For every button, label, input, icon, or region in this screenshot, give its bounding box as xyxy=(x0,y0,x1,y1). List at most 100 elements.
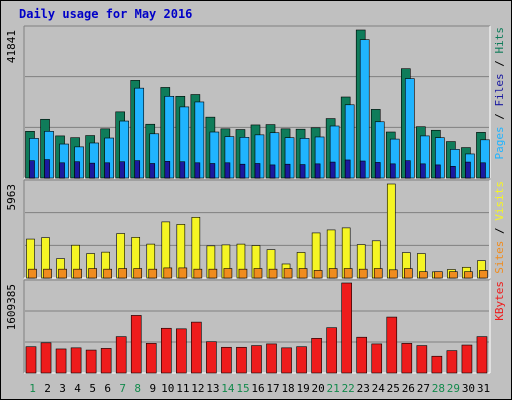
kbytes-bar-day-4 xyxy=(70,347,82,374)
pages-bar-day-4 xyxy=(74,161,80,179)
panel-1-max-label: 41841 xyxy=(5,30,18,63)
kbytes-bar-day-23 xyxy=(356,336,368,374)
panel-1-legend-files: Files xyxy=(493,73,506,106)
panel-3-max-label: 1609385 xyxy=(5,284,18,330)
kbytes-bar-day-18 xyxy=(281,347,292,374)
panel-1-legend-hits: Hits xyxy=(493,27,506,54)
kbytes-bar-day-24 xyxy=(371,343,383,374)
pages-bar-day-6 xyxy=(104,162,110,179)
sites-bar-day-17 xyxy=(268,268,278,279)
kbytes-bar-day-10 xyxy=(160,327,172,374)
kbytes-bar-day-30 xyxy=(461,344,473,374)
panel-3-legend-kbytes: KBytes xyxy=(493,281,506,321)
x-tick-label-day-28: 28 xyxy=(432,382,445,395)
kbytes-bar-day-15 xyxy=(236,346,247,374)
sites-bar-day-23 xyxy=(358,268,368,279)
x-tick-label-day-16: 16 xyxy=(251,382,264,395)
pages-bar-day-12 xyxy=(194,162,201,179)
pages-bar-day-26 xyxy=(405,160,411,179)
pages-bar-day-31 xyxy=(480,162,486,179)
kbytes-bar-day-16 xyxy=(251,345,262,374)
pages-bar-day-1 xyxy=(29,160,35,179)
x-tick-label-day-2: 2 xyxy=(44,382,51,395)
kbytes-bar-day-6 xyxy=(100,348,112,374)
sites-bar-day-16 xyxy=(253,268,263,279)
sites-bar-day-5 xyxy=(88,268,97,279)
pages-bar-day-9 xyxy=(149,163,156,179)
sites-bar-day-29 xyxy=(449,271,458,279)
x-tick-label-day-25: 25 xyxy=(387,382,400,395)
sites-bar-day-25 xyxy=(388,269,398,279)
pages-bar-day-22 xyxy=(344,159,351,179)
kbytes-bar-day-17 xyxy=(266,343,277,374)
sites-bar-day-24 xyxy=(373,268,383,279)
sites-bar-day-13 xyxy=(208,268,218,279)
x-tick-label-day-22: 22 xyxy=(342,382,355,395)
pages-bar-day-17 xyxy=(269,164,276,179)
panel-1-legend-separator: / xyxy=(493,107,506,127)
x-tick-label-day-4: 4 xyxy=(74,382,81,395)
sites-bar-day-26 xyxy=(404,268,413,279)
x-tick-label-day-27: 27 xyxy=(417,382,430,395)
sites-bar-day-7 xyxy=(118,268,127,279)
x-tick-label-day-9: 9 xyxy=(149,382,156,395)
sites-bar-day-19 xyxy=(298,268,308,279)
kbytes-bar-day-12 xyxy=(191,321,202,374)
x-tick-label-day-13: 13 xyxy=(206,382,219,395)
pages-bar-day-21 xyxy=(329,161,336,179)
sites-bar-day-21 xyxy=(328,268,338,279)
panel-1-legend-separator: / xyxy=(493,54,506,74)
panel-2-legend-visits: Visits xyxy=(493,181,506,221)
kbytes-bar-day-20 xyxy=(311,338,322,374)
kbytes-bar-day-8 xyxy=(130,315,142,374)
sites-bar-day-8 xyxy=(133,268,143,279)
x-tick-label-day-24: 24 xyxy=(372,382,386,395)
panel-1-legend-pages: Pages xyxy=(493,126,506,159)
panel-1-legend: Pages / Files / Hits xyxy=(493,27,506,160)
kbytes-bar-day-19 xyxy=(296,346,307,374)
sites-bar-day-20 xyxy=(313,270,323,279)
kbytes-bar-day-22 xyxy=(341,282,352,374)
pages-bar-day-8 xyxy=(134,160,141,179)
panel-2-max-label: 5963 xyxy=(5,184,18,211)
sites-bar-day-11 xyxy=(178,267,188,279)
x-tick-label-day-1: 1 xyxy=(29,382,36,395)
files-bar-day-23 xyxy=(359,39,370,179)
sites-bar-day-2 xyxy=(43,268,52,279)
kbytes-bar-day-11 xyxy=(176,328,187,374)
chart-title: Daily usage for May 2016 xyxy=(19,7,193,21)
pages-bar-day-15 xyxy=(239,163,246,179)
x-tick-label-day-3: 3 xyxy=(59,382,66,395)
kbytes-bar-day-21 xyxy=(326,327,337,374)
x-tick-label-day-20: 20 xyxy=(312,382,325,395)
x-tick-label-day-17: 17 xyxy=(266,382,279,395)
x-tick-label-day-7: 7 xyxy=(119,382,126,395)
x-tick-label-day-18: 18 xyxy=(281,382,294,395)
sites-bar-day-18 xyxy=(283,268,293,279)
x-tick-label-day-6: 6 xyxy=(104,382,111,395)
kbytes-bar-day-3 xyxy=(55,348,67,374)
sites-bar-day-9 xyxy=(148,268,158,279)
x-tick-label-day-30: 30 xyxy=(462,382,475,395)
visits-bar-day-25 xyxy=(386,183,396,279)
kbytes-bar-day-25 xyxy=(386,316,398,374)
x-tick-label-day-21: 21 xyxy=(327,382,340,395)
sites-bar-day-4 xyxy=(73,268,82,279)
kbytes-bar-day-27 xyxy=(416,345,428,374)
pages-bar-day-29 xyxy=(450,166,456,179)
pages-bar-day-27 xyxy=(420,163,426,179)
kbytes-bar-day-1 xyxy=(25,346,37,374)
pages-bar-day-16 xyxy=(254,163,261,179)
kbytes-bar-day-26 xyxy=(401,343,413,374)
pages-bar-day-18 xyxy=(284,163,291,179)
kbytes-bar-day-29 xyxy=(446,350,458,374)
sites-bar-day-3 xyxy=(58,268,67,279)
x-tick-label-day-26: 26 xyxy=(402,382,415,395)
pages-bar-day-20 xyxy=(314,163,321,179)
x-tick-label-day-11: 11 xyxy=(176,382,189,395)
pages-bar-day-10 xyxy=(164,161,171,179)
kbytes-bar-day-9 xyxy=(145,343,157,374)
kbytes-bar-day-2 xyxy=(40,342,52,374)
sites-bar-day-30 xyxy=(464,271,473,279)
x-tick-label-day-29: 29 xyxy=(447,382,460,395)
